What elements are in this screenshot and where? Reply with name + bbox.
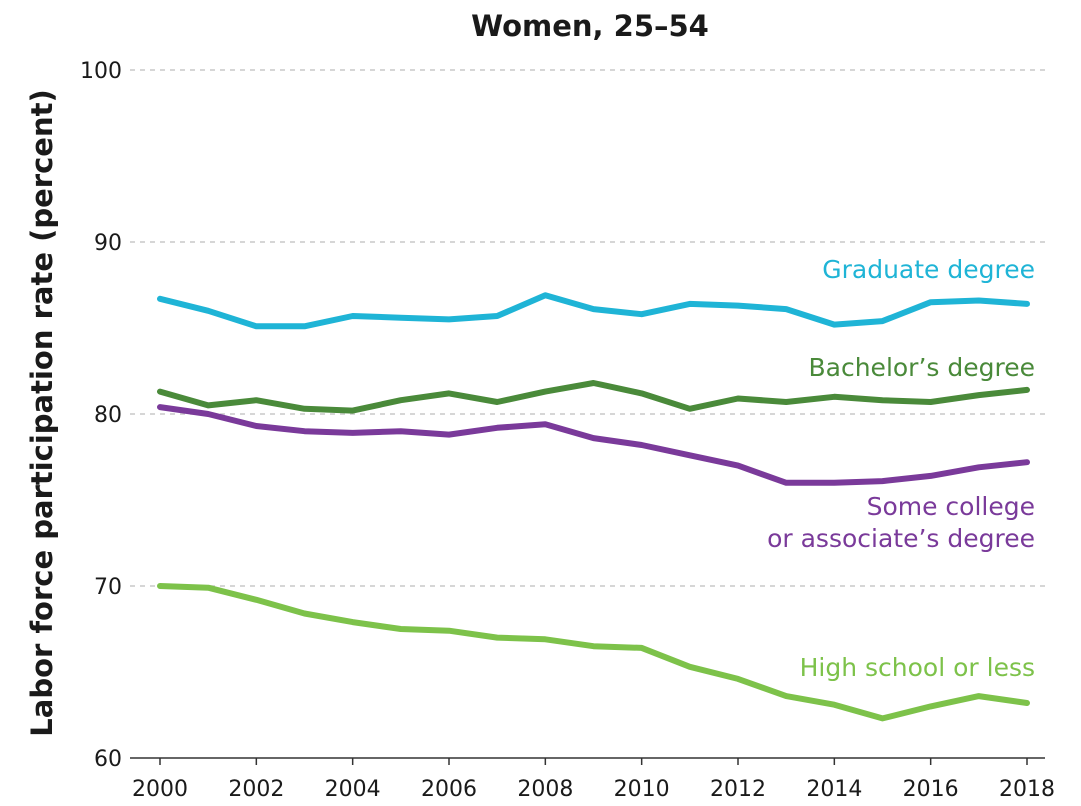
y-tick-label: 70	[94, 575, 122, 600]
series-label-line: Some college	[867, 492, 1035, 521]
series-line-1	[157, 380, 1030, 414]
x-tick-label: 2006	[421, 777, 477, 802]
x-tick-label: 2002	[228, 777, 284, 802]
y-tick-label: 90	[94, 231, 122, 256]
series-line-2	[157, 404, 1030, 486]
x-tick-label: 2018	[999, 777, 1055, 802]
y-tick-label: 100	[80, 59, 122, 84]
x-tick-label: 2016	[903, 777, 959, 802]
series-line-0	[157, 292, 1030, 330]
y-axis-label: Labor force participation rate (percent)	[25, 89, 59, 736]
gridlines	[130, 69, 1045, 587]
y-tick-label: 60	[94, 747, 122, 772]
series-label: Graduate degree	[822, 255, 1035, 284]
series-lines	[157, 292, 1030, 722]
series-line-3	[157, 583, 1030, 722]
x-tick-label: 2008	[517, 777, 573, 802]
x-tick-label: 2000	[132, 777, 188, 802]
x-tick-label: 2004	[325, 777, 381, 802]
chart-title: Women, 25–54	[471, 9, 709, 43]
x-tick-label: 2010	[614, 777, 670, 802]
x-tick-label: 2012	[710, 777, 766, 802]
series-labels: Graduate degree Bachelor’s degree Some col…	[767, 255, 1035, 682]
axes: 60 70 80 90 100 2000 2002 2004 2006 2008 2010 2012 2…	[80, 59, 1055, 802]
x-tick-label: 2014	[806, 777, 862, 802]
y-tick-label: 80	[94, 403, 122, 428]
series-label-line: or associate’s degree	[767, 524, 1035, 553]
series-label: High school or less	[800, 653, 1035, 682]
series-label: Bachelor’s degree	[809, 353, 1036, 382]
